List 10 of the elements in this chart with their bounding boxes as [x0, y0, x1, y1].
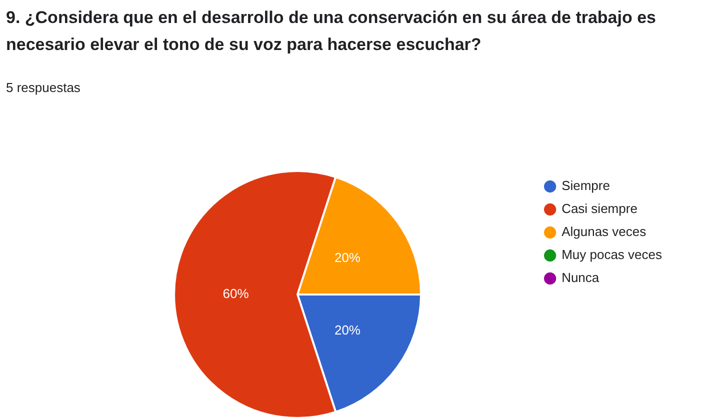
data-label: 20% [334, 322, 361, 338]
legend-label: Nunca [562, 270, 600, 286]
chart-title: 9. ¿Considera que en el desarrollo de una conservación en su área de trabajo es necesario elevar el tono de su voz para hacerse escuchar? [6, 7, 658, 56]
legend-label: Muy pocas veces [562, 247, 662, 262]
legend-label: Algunas veces [562, 224, 647, 240]
legend-label: Siempre [562, 178, 610, 194]
data-label: 20% [334, 250, 361, 265]
text: 5 respuestas [6, 80, 82, 95]
data-label: 60% [222, 286, 250, 302]
legend-label: Casi siempre [562, 201, 638, 216]
